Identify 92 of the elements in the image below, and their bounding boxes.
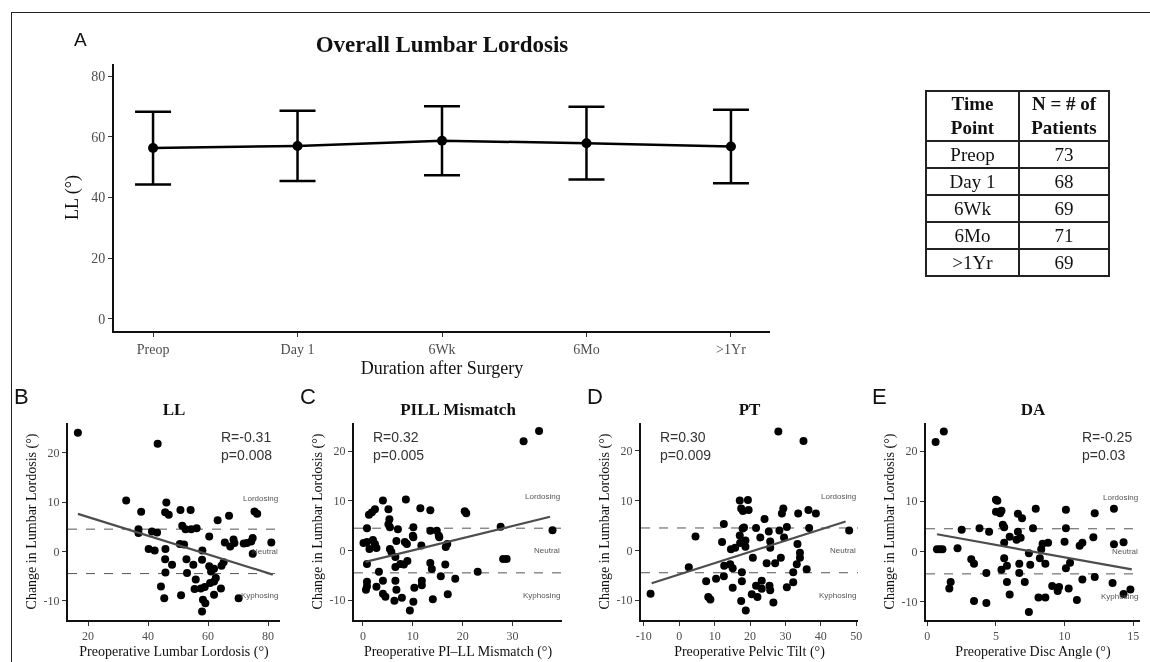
data-label: 69 (1018, 249, 1109, 276)
x-tick-label: -10 (635, 629, 652, 644)
y-tick-label: -10 (901, 594, 918, 609)
y-tick-label: 20 (91, 251, 106, 267)
annotation: R=0.32 p=0.005 (373, 429, 425, 464)
data-label: 71 (1018, 222, 1109, 249)
x-tick-label: Day 1 (280, 341, 315, 357)
y-tick-label: 0 (626, 543, 633, 558)
y-tick-label: 10 (47, 495, 60, 510)
annotation: R=0.30 p=0.009 (660, 429, 712, 464)
annotation: Neutral (830, 546, 857, 555)
x-tick-label: 10 (708, 629, 721, 644)
text: Time Point (926, 91, 1019, 141)
x-tick-label: 20 (744, 629, 757, 644)
annotation: Kyphosing (1101, 592, 1139, 601)
x-tick-label: 0 (359, 629, 366, 644)
x-tick-label: 40 (142, 629, 155, 644)
x-tick-label: Preop (136, 341, 170, 357)
y-tick-label: 80 (91, 69, 106, 85)
chart-title: PILL Mismatch (400, 400, 517, 419)
x-tick-label: 0 (676, 629, 683, 644)
y-tick-label: 20 (620, 444, 633, 459)
y-tick-label: 10 (905, 494, 918, 509)
y-tick-label: 60 (91, 129, 106, 145)
y-axis-title: Change in Lumbar Lordosis (°) (23, 433, 40, 610)
x-tick-label: 30 (506, 629, 519, 644)
y-tick-label: 20 (47, 445, 60, 460)
x-axis-title: Preoperative Pelvic Tilt (°) (674, 644, 826, 660)
x-tick-label: 10 (406, 629, 419, 644)
annotation: Kyphosing (819, 591, 857, 600)
annotation: Neutral (252, 547, 279, 556)
x-tick-label: >1Yr (716, 341, 747, 357)
data-label: 69 (1018, 195, 1109, 222)
y-tick-label: 20 (333, 444, 346, 459)
chart-title: DA (1020, 400, 1046, 419)
x-axis-title: Preoperative PI–LL Mismatch (°) (363, 644, 553, 660)
x-tick-label: 0 (924, 629, 931, 644)
text: E (872, 384, 887, 409)
text: D (587, 384, 603, 409)
y-axis-title: Change in Lumbar Lordosis (°) (881, 433, 898, 610)
y-tick-label: 10 (620, 493, 633, 508)
x-axis-title: Duration after Surgery (360, 358, 524, 379)
y-tick-label: 0 (53, 544, 60, 559)
x-tick-label: 40 (814, 629, 827, 644)
y-tick-label: 0 (339, 543, 346, 558)
x-tick-label: 6Wk (428, 341, 456, 357)
x-tick-label: 60 (202, 629, 215, 644)
annotation: Neutral (534, 546, 561, 555)
category-label: >1Yr (926, 249, 1019, 276)
x-axis-title: Preoperative Disc Angle (°) (955, 644, 1111, 660)
data-label: 73 (1018, 141, 1109, 168)
x-tick-label: 6Mo (573, 341, 600, 357)
category-label: 6Mo (926, 222, 1019, 249)
y-axis-title: Change in Lumbar Lordosis (°) (309, 433, 326, 610)
x-tick-label: 50 (850, 629, 863, 644)
x-tick-label: 10 (1058, 629, 1071, 644)
y-tick-label: 0 (911, 544, 918, 559)
annotation: Lordosing (821, 492, 857, 501)
y-tick-label: 40 (91, 190, 106, 206)
annotation: R=-0.31 p=0.008 (221, 429, 273, 464)
annotation: Kyphosing (241, 591, 279, 600)
annotation: Lordosing (1103, 493, 1139, 502)
x-tick-label: 5 (992, 629, 999, 644)
category-label: Preop (926, 141, 1019, 168)
y-tick-label: -10 (329, 593, 346, 608)
category-label: Day 1 (926, 168, 1019, 195)
chart-title: LL (162, 400, 186, 419)
x-tick-label: 30 (779, 629, 792, 644)
y-tick-label: 0 (98, 311, 106, 327)
y-axis-title: LL (°) (61, 174, 83, 221)
text: B (14, 384, 29, 409)
annotation: Neutral (1112, 547, 1139, 556)
annotation: R=-0.25 p=0.03 (1082, 429, 1133, 464)
chart-title: PT (738, 400, 762, 419)
y-axis-title: Change in Lumbar Lordosis (°) (596, 433, 613, 610)
y-tick-label: 20 (905, 444, 918, 459)
x-axis-title: Preoperative Lumbar Lordosis (°) (79, 644, 270, 660)
text: A (74, 29, 87, 50)
annotation: Kyphosing (523, 591, 561, 600)
text: N = # of Patients (1018, 91, 1109, 141)
annotation: Lordosing (243, 494, 279, 503)
x-tick-label: 20 (456, 629, 469, 644)
annotation: Lordosing (525, 492, 561, 501)
category-label: 6Wk (926, 195, 1019, 222)
y-tick-label: 10 (333, 494, 346, 509)
x-tick-label: 80 (262, 629, 275, 644)
data-label: 68 (1018, 168, 1109, 195)
y-tick-label: -10 (43, 593, 60, 608)
x-tick-label: 15 (1127, 629, 1140, 644)
y-tick-label: -10 (616, 593, 633, 608)
chart-title: Overall Lumbar Lordosis (315, 32, 569, 57)
text: C (300, 384, 316, 409)
